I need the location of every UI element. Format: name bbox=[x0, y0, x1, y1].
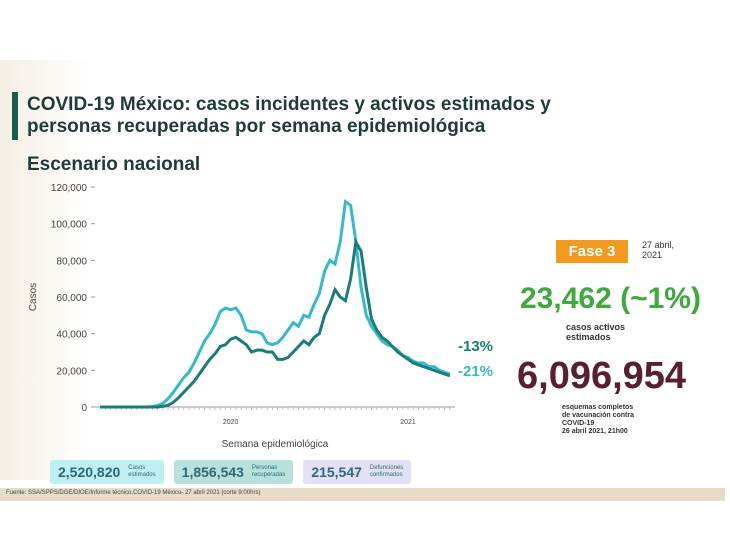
total-box: 215,547 Defunciones confirmados bbox=[303, 460, 412, 484]
y-tick-label: 0 bbox=[81, 403, 87, 414]
total-label: Personas recuperadas bbox=[252, 465, 285, 479]
y-tick-label: 100,000 bbox=[51, 220, 88, 231]
active-note: casos activos estimados bbox=[566, 322, 625, 342]
y-axis-label: Casos bbox=[28, 283, 39, 311]
text-line: esquemas completos bbox=[562, 404, 634, 411]
total-value: 1,856,543 bbox=[181, 464, 244, 480]
text-line: personas recuperadas por semana epidemio… bbox=[27, 116, 486, 137]
text-line: 2021 bbox=[642, 250, 663, 260]
x-tick-label: 2021 bbox=[400, 419, 416, 426]
x-axis-label: Semana epidemiológica bbox=[222, 439, 329, 450]
text-line: estimados bbox=[128, 472, 156, 478]
y-tick-label: 40,000 bbox=[56, 330, 87, 341]
total-value: 215,547 bbox=[311, 464, 362, 480]
y-tick-label: 80,000 bbox=[56, 256, 87, 267]
annotation: -21% bbox=[458, 363, 493, 380]
title: COVID-19 México: casos incidentes y acti… bbox=[27, 94, 551, 138]
text-line: Personas bbox=[251, 465, 278, 471]
total-label: Casos estimados bbox=[128, 465, 155, 479]
y-tick-label: 20,000 bbox=[56, 366, 87, 377]
text-line: de vacunación contra bbox=[562, 412, 634, 419]
y-tick-label: 120,000 bbox=[51, 183, 88, 194]
series-line bbox=[100, 237, 451, 409]
chart: 0 20,000 40,000 60,000 80,000 100,000 120,000 2… bbox=[28, 183, 493, 450]
text-line: Defunciones bbox=[369, 465, 404, 471]
accent-bar bbox=[12, 92, 18, 140]
total-label: Defunciones confirmados bbox=[370, 465, 403, 479]
vaccine-note: esquemas completos de vacunación contra CO… bbox=[562, 404, 634, 436]
footer bbox=[0, 488, 725, 501]
report-date: 27 abril, 2021 bbox=[642, 240, 674, 260]
phase: Fase 3 bbox=[556, 240, 628, 263]
text-line: casos activos bbox=[566, 322, 626, 332]
text-line: confirmados bbox=[369, 472, 403, 478]
annotation: -13% bbox=[458, 338, 493, 355]
text-line: 27 abril, bbox=[642, 240, 675, 250]
vaccinated: 6,096,954 bbox=[517, 355, 687, 397]
active-cases: 23,462 (~1%) bbox=[520, 282, 701, 315]
text-line: Casos bbox=[128, 465, 146, 471]
text-line: COVID-19 bbox=[562, 420, 595, 427]
totals: 2,520,820 Casos estimados 1,856,543 Personas… bbox=[50, 460, 412, 484]
source: Fuente: SSA/SPPS/DGE/DIOE/Informe técnic… bbox=[6, 490, 261, 496]
x-tick-label: 2020 bbox=[223, 419, 239, 426]
series-line bbox=[100, 199, 451, 409]
total-value: 2,520,820 bbox=[58, 464, 121, 480]
total-box: 1,856,543 Personas recuperadas bbox=[173, 460, 294, 484]
text-line: estimados bbox=[566, 332, 611, 342]
text-line: 26 abril 2021, 21h00 bbox=[562, 428, 628, 435]
total-box: 2,520,820 Casos estimados bbox=[50, 460, 164, 484]
text-line: recuperadas bbox=[251, 472, 286, 478]
text-line: COVID-19 México: casos incidentes y acti… bbox=[27, 94, 551, 115]
subtitle: Escenario nacional bbox=[27, 154, 201, 175]
y-tick-label: 60,000 bbox=[56, 293, 87, 304]
